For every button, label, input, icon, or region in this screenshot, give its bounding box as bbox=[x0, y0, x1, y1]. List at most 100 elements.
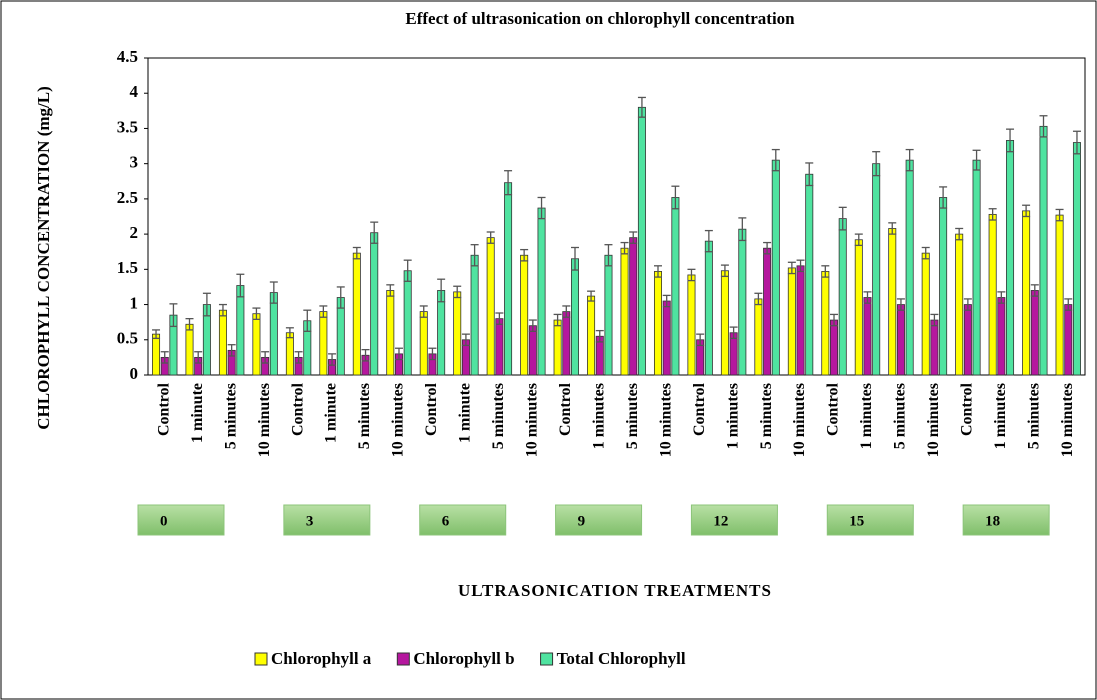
group-label: 0 bbox=[160, 513, 168, 529]
chart-title: Effect of ultrasonication on chlorophyll… bbox=[405, 9, 795, 28]
error-bar bbox=[218, 303, 227, 317]
x-tick-label: Control bbox=[289, 382, 306, 436]
error-bar bbox=[587, 290, 596, 302]
error-bar bbox=[336, 286, 345, 309]
bar bbox=[939, 197, 948, 376]
y-tick-label: 1.5 bbox=[117, 258, 138, 277]
error-bar bbox=[453, 285, 462, 299]
bar bbox=[888, 228, 897, 376]
group-label: 9 bbox=[578, 513, 586, 529]
bar bbox=[587, 295, 596, 376]
bar bbox=[930, 319, 939, 376]
x-tick-label: Control bbox=[557, 382, 574, 436]
error-bar bbox=[805, 162, 814, 187]
error-bar bbox=[252, 307, 261, 320]
error-bar bbox=[687, 268, 696, 282]
group-box bbox=[419, 504, 507, 536]
error-bar bbox=[905, 148, 914, 172]
error-bar bbox=[921, 246, 930, 260]
bar bbox=[805, 173, 814, 376]
bar bbox=[486, 237, 495, 376]
plot-area bbox=[147, 57, 1086, 376]
error-bar bbox=[896, 298, 905, 311]
error-bar bbox=[838, 206, 847, 231]
x-tick-label: 1 minute bbox=[323, 383, 340, 443]
error-bar bbox=[261, 351, 270, 364]
bar bbox=[720, 270, 729, 376]
y-tick-label: 1 bbox=[130, 293, 139, 312]
legend-label: Chlorophyll a bbox=[271, 649, 372, 668]
error-bar bbox=[930, 313, 939, 327]
bar bbox=[796, 265, 805, 376]
bar bbox=[821, 271, 830, 376]
group-box bbox=[283, 504, 371, 536]
error-bar bbox=[236, 273, 245, 298]
bar bbox=[704, 240, 713, 376]
group-label: 12 bbox=[713, 513, 728, 529]
error-bar bbox=[269, 281, 278, 304]
bar bbox=[553, 319, 562, 376]
bar bbox=[470, 254, 479, 376]
error-bar bbox=[403, 259, 412, 282]
error-bar bbox=[796, 259, 805, 273]
x-tick-label: 5 minutes bbox=[624, 383, 641, 449]
error-bar bbox=[854, 233, 863, 247]
error-bar bbox=[1022, 204, 1031, 218]
error-bar bbox=[152, 329, 161, 340]
bar bbox=[863, 297, 872, 376]
group-box bbox=[962, 504, 1050, 536]
error-bar bbox=[553, 313, 562, 327]
legend-swatch bbox=[540, 652, 554, 666]
bar bbox=[896, 304, 905, 376]
error-bar bbox=[504, 170, 513, 196]
x-tick-label: 10 minutes bbox=[524, 383, 541, 457]
bar bbox=[997, 297, 1006, 376]
error-bar bbox=[202, 292, 211, 317]
error-bar bbox=[169, 303, 178, 328]
bar bbox=[218, 309, 227, 376]
bar bbox=[921, 252, 930, 376]
bar bbox=[763, 247, 772, 376]
bar bbox=[662, 300, 671, 376]
bar bbox=[637, 106, 646, 376]
error-bar bbox=[629, 231, 638, 244]
bar bbox=[838, 218, 847, 376]
x-tick-label: 5 minutes bbox=[892, 383, 909, 449]
x-tick-label: 1 minutes bbox=[992, 383, 1009, 449]
error-bar bbox=[1072, 130, 1081, 155]
error-bar bbox=[294, 351, 303, 364]
bar bbox=[504, 182, 513, 376]
error-bar bbox=[653, 265, 662, 278]
x-tick-label: 10 minutes bbox=[925, 383, 942, 457]
error-bar bbox=[939, 186, 948, 209]
bar bbox=[1055, 214, 1064, 376]
error-bar bbox=[470, 244, 479, 267]
bar bbox=[671, 197, 680, 376]
x-tick-label: 5 minutes bbox=[356, 383, 373, 449]
bar bbox=[1072, 142, 1081, 376]
bar bbox=[754, 298, 763, 376]
error-bar bbox=[319, 305, 328, 318]
bar bbox=[854, 239, 863, 376]
x-tick-label: Control bbox=[423, 382, 440, 436]
bar bbox=[988, 213, 997, 376]
bar bbox=[620, 247, 629, 376]
error-bar bbox=[955, 227, 964, 241]
bar bbox=[963, 304, 972, 376]
y-tick-label: 2 bbox=[130, 223, 139, 242]
error-bar bbox=[1030, 284, 1039, 297]
error-bar bbox=[738, 217, 747, 242]
group-box bbox=[690, 504, 778, 536]
bar bbox=[771, 159, 780, 376]
error-bar bbox=[520, 248, 529, 262]
error-bar bbox=[370, 221, 379, 244]
bar bbox=[687, 274, 696, 376]
error-bar bbox=[771, 148, 780, 172]
bar bbox=[285, 332, 294, 376]
error-bar bbox=[486, 231, 495, 244]
y-tick-label: 3.5 bbox=[117, 117, 138, 136]
error-bar bbox=[537, 196, 546, 220]
bar bbox=[185, 323, 194, 376]
x-tick-label: 10 minutes bbox=[1059, 383, 1076, 457]
